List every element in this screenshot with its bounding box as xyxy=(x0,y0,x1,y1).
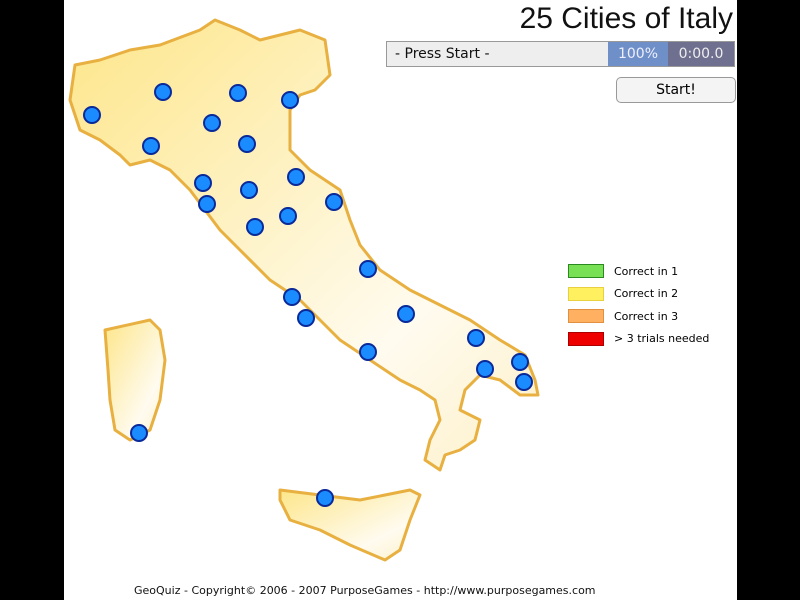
legend-swatch xyxy=(568,286,604,301)
legend-item: Correct in 2 xyxy=(568,283,709,306)
city-marker[interactable] xyxy=(511,353,529,371)
game-stage: 25 Cities of Italy - Press Start - 100% … xyxy=(64,0,737,600)
sardinia xyxy=(103,318,167,442)
city-marker[interactable] xyxy=(397,305,415,323)
status-bar: - Press Start - 100% 0:00.0 xyxy=(386,41,735,67)
legend-swatch xyxy=(568,331,604,346)
city-marker[interactable] xyxy=(83,106,101,124)
city-marker[interactable] xyxy=(467,329,485,347)
city-marker[interactable] xyxy=(154,83,172,101)
city-marker[interactable] xyxy=(142,137,160,155)
score-percent: 100% xyxy=(608,42,668,66)
city-marker[interactable] xyxy=(325,193,343,211)
legend-item: Correct in 3 xyxy=(568,305,709,328)
city-marker[interactable] xyxy=(229,84,247,102)
legend-item: Correct in 1 xyxy=(568,260,709,283)
italy-mainland xyxy=(68,18,540,472)
legend-swatch xyxy=(568,309,604,324)
city-marker[interactable] xyxy=(194,174,212,192)
city-marker[interactable] xyxy=(281,91,299,109)
legend-label: Correct in 3 xyxy=(614,309,679,323)
timer: 0:00.0 xyxy=(668,42,734,66)
city-marker[interactable] xyxy=(283,288,301,306)
city-marker[interactable] xyxy=(198,195,216,213)
city-marker[interactable] xyxy=(203,114,221,132)
legend: Correct in 1 Correct in 2 Correct in 3 >… xyxy=(568,260,709,350)
city-marker[interactable] xyxy=(279,207,297,225)
quiz-title: 25 Cities of Italy xyxy=(519,2,733,35)
city-marker[interactable] xyxy=(297,309,315,327)
legend-swatch xyxy=(568,264,604,279)
city-marker[interactable] xyxy=(316,489,334,507)
footer-copyright: GeoQuiz - Copyright© 2006 - 2007 Purpose… xyxy=(134,584,596,597)
city-marker[interactable] xyxy=(238,135,256,153)
italy-map xyxy=(68,18,540,562)
legend-label: Correct in 1 xyxy=(614,264,679,278)
city-marker[interactable] xyxy=(359,343,377,361)
legend-item: > 3 trials needed xyxy=(568,328,709,351)
city-marker[interactable] xyxy=(515,373,533,391)
legend-label: Correct in 2 xyxy=(614,287,679,301)
status-message: - Press Start - xyxy=(395,46,490,62)
legend-label: > 3 trials needed xyxy=(614,332,710,346)
city-marker[interactable] xyxy=(240,181,258,199)
city-marker[interactable] xyxy=(287,168,305,186)
city-marker[interactable] xyxy=(246,218,264,236)
sicily xyxy=(278,488,422,562)
city-marker[interactable] xyxy=(476,360,494,378)
city-marker[interactable] xyxy=(130,424,148,442)
city-marker[interactable] xyxy=(359,260,377,278)
start-button[interactable]: Start! xyxy=(616,77,736,103)
